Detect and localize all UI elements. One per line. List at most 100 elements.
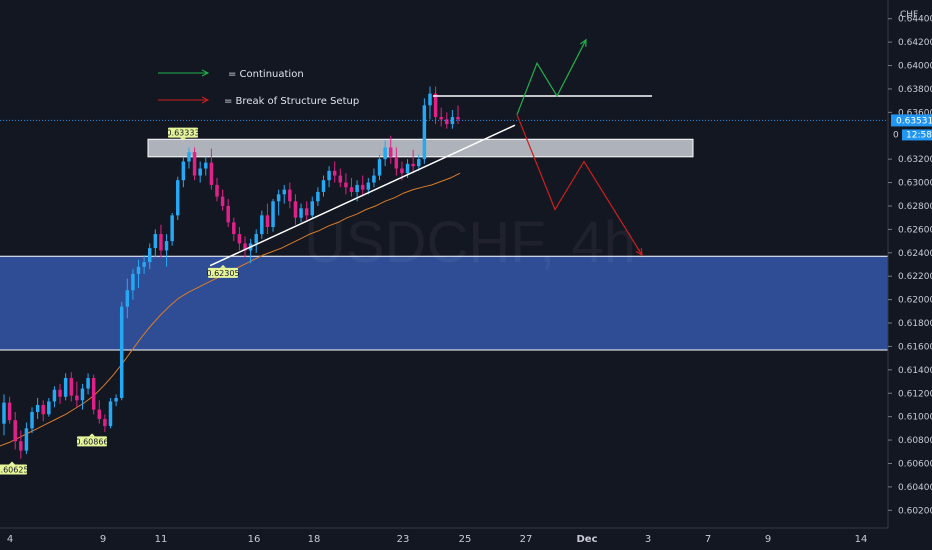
candle-body bbox=[260, 215, 264, 235]
candle-body bbox=[377, 159, 382, 176]
candle-body bbox=[24, 428, 29, 451]
candle-body bbox=[366, 182, 371, 190]
candle-body bbox=[114, 397, 118, 402]
candle-body bbox=[75, 395, 79, 401]
countdown-label: 12:58 bbox=[906, 130, 932, 140]
price-tick-label: 0.60400 bbox=[898, 483, 932, 493]
price-tick-label: 0.63200 bbox=[898, 155, 932, 165]
price-label-pointer bbox=[89, 433, 95, 437]
price-tick-label: 0.61000 bbox=[898, 413, 932, 423]
candle-body bbox=[450, 117, 455, 125]
candle-body bbox=[332, 170, 337, 176]
candle-body bbox=[355, 184, 359, 192]
candle-body bbox=[226, 205, 230, 223]
ascending-trendline bbox=[209, 124, 516, 267]
time-axis[interactable]: 4 9 11 16 18 23 25 27 Dec 3 7 9 14 bbox=[0, 527, 932, 550]
price-tick-label: 0.60800 bbox=[898, 436, 932, 446]
legend-arrowhead bbox=[201, 96, 210, 104]
candle-body bbox=[433, 93, 438, 118]
candle-body bbox=[2, 402, 6, 424]
price-tick-label: 0.64000 bbox=[898, 62, 932, 72]
candle-body bbox=[220, 196, 225, 206]
candle-body bbox=[131, 273, 135, 291]
candle-body bbox=[405, 163, 410, 174]
price-tick-label: 0.62400 bbox=[898, 249, 932, 259]
zones-layer: USDCHF, 4h bbox=[0, 138, 888, 351]
candle-body bbox=[411, 163, 415, 167]
candle-body bbox=[276, 194, 281, 202]
legend-label: = Continuation bbox=[228, 69, 304, 80]
candle-body bbox=[209, 162, 214, 185]
price-tick-label: 0.62600 bbox=[898, 225, 932, 235]
price-tick-label: 0.60600 bbox=[898, 459, 932, 469]
candle-body bbox=[310, 201, 315, 216]
candle-body bbox=[58, 389, 62, 397]
candle-body bbox=[304, 208, 309, 216]
time-tick-label: 27 bbox=[520, 534, 533, 545]
candle-body bbox=[86, 378, 90, 389]
candles-layer bbox=[2, 86, 460, 459]
price-tick-label: 0.61600 bbox=[898, 342, 932, 352]
time-tick-label: 18 bbox=[308, 534, 321, 545]
price-tick-label: 0.63000 bbox=[898, 179, 932, 189]
candle-body bbox=[271, 201, 275, 228]
time-tick-label: 4 bbox=[7, 534, 13, 545]
legend: = Continuation = Break of Structure Setup bbox=[158, 69, 359, 107]
price-tick-label: 0.64200 bbox=[898, 38, 932, 48]
price-labels-layer: 0.63333 0.62305 0.60866 0.60625 bbox=[0, 127, 240, 475]
candle-body bbox=[187, 152, 191, 162]
time-tick-label: 7 bbox=[705, 534, 711, 545]
candle-body bbox=[204, 162, 208, 169]
candle-body bbox=[338, 175, 343, 183]
candle-body bbox=[400, 168, 404, 174]
price-tick-label: 0.63600 bbox=[898, 108, 932, 118]
candle-body bbox=[265, 215, 270, 228]
candle-body bbox=[422, 105, 427, 160]
candle-body bbox=[360, 184, 365, 190]
candle-body bbox=[215, 184, 219, 197]
time-tick-label: 23 bbox=[397, 534, 410, 545]
candle-body bbox=[91, 378, 96, 410]
candle-body bbox=[198, 168, 202, 176]
candle-body bbox=[35, 404, 40, 412]
price-axis-background bbox=[888, 0, 932, 550]
price-label-text: 0.63333 bbox=[166, 129, 199, 138]
candle-body bbox=[327, 170, 331, 181]
candle-body bbox=[232, 222, 236, 235]
continuation-path bbox=[516, 39, 587, 115]
candle-body bbox=[30, 411, 34, 429]
countdown-prefix: 0 bbox=[893, 130, 899, 140]
candle-body bbox=[142, 262, 146, 267]
price-tick-label: 0.64400 bbox=[898, 15, 932, 25]
candle-body bbox=[299, 208, 303, 218]
price-axis-currency: CHF bbox=[900, 10, 918, 20]
candle-body bbox=[19, 441, 23, 451]
price-tick-label: 0.60200 bbox=[898, 506, 932, 516]
price-label-pointer bbox=[220, 264, 226, 268]
candle-body bbox=[136, 266, 141, 274]
candle-body bbox=[147, 248, 152, 263]
price-tick-label: 0.63800 bbox=[898, 85, 932, 95]
candle-body bbox=[119, 306, 124, 398]
candle-body bbox=[176, 180, 180, 216]
price-tick-label: 0.61800 bbox=[898, 319, 932, 329]
candle-body bbox=[192, 152, 197, 176]
candle-body bbox=[372, 175, 376, 183]
time-tick-label: 11 bbox=[155, 534, 168, 545]
candle-body bbox=[164, 241, 169, 251]
time-axis-background bbox=[0, 528, 932, 550]
candle-body bbox=[349, 187, 354, 192]
price-label-box bbox=[0, 464, 27, 475]
candle-body bbox=[47, 401, 51, 415]
price-label-box bbox=[208, 267, 238, 278]
candle-body bbox=[52, 389, 57, 402]
price-label-box bbox=[168, 127, 198, 138]
drawings-layer bbox=[0, 38, 888, 267]
candle-body bbox=[108, 401, 113, 427]
symbol-watermark: USDCHF, 4h bbox=[304, 210, 636, 275]
price-tick-label: 0.62800 bbox=[898, 202, 932, 212]
candle-body bbox=[243, 243, 247, 251]
